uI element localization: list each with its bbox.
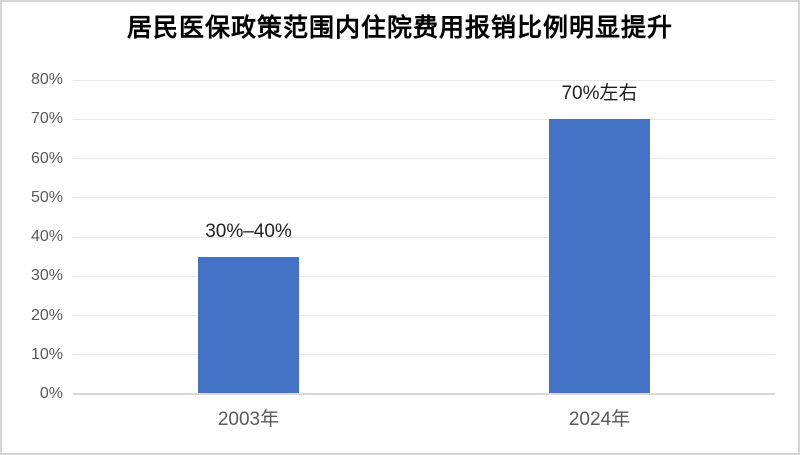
bar-value-label: 70%左右: [561, 83, 638, 105]
bar: [549, 119, 650, 394]
y-tick-label: 30%: [30, 267, 63, 285]
y-tick-label: 80%: [30, 71, 63, 88]
bar: [198, 256, 299, 394]
plot-area: 0% 10% 20% 30% 40% 50% 60% 70% 80% 30%–40% 70%左右 …: [31, 72, 775, 430]
chart-title: 居民医保政策范围内住院费用报销比例明显提升: [126, 14, 673, 42]
y-tick-label: 40%: [30, 228, 63, 245]
y-tick-label: 60%: [30, 149, 63, 167]
gridline: [73, 79, 775, 81]
x-axis-line: [73, 393, 775, 395]
gridline: [73, 275, 775, 277]
y-tick-label: 0%: [39, 385, 63, 402]
x-tick-label: 2003年: [217, 409, 280, 430]
x-tick-label: 2024年: [568, 409, 631, 430]
y-tick-label: 70%: [30, 110, 63, 128]
gridline: [73, 118, 775, 120]
gridline: [73, 197, 775, 199]
gridline: [73, 354, 775, 356]
bar-value-label: 30%–40%: [205, 220, 292, 242]
y-tick-label: 20%: [30, 306, 63, 324]
gridline: [73, 315, 775, 316]
y-tick-label: 10%: [30, 345, 63, 363]
gridline: [73, 158, 775, 159]
gridline: [73, 236, 775, 238]
y-tick-label: 50%: [30, 188, 63, 206]
